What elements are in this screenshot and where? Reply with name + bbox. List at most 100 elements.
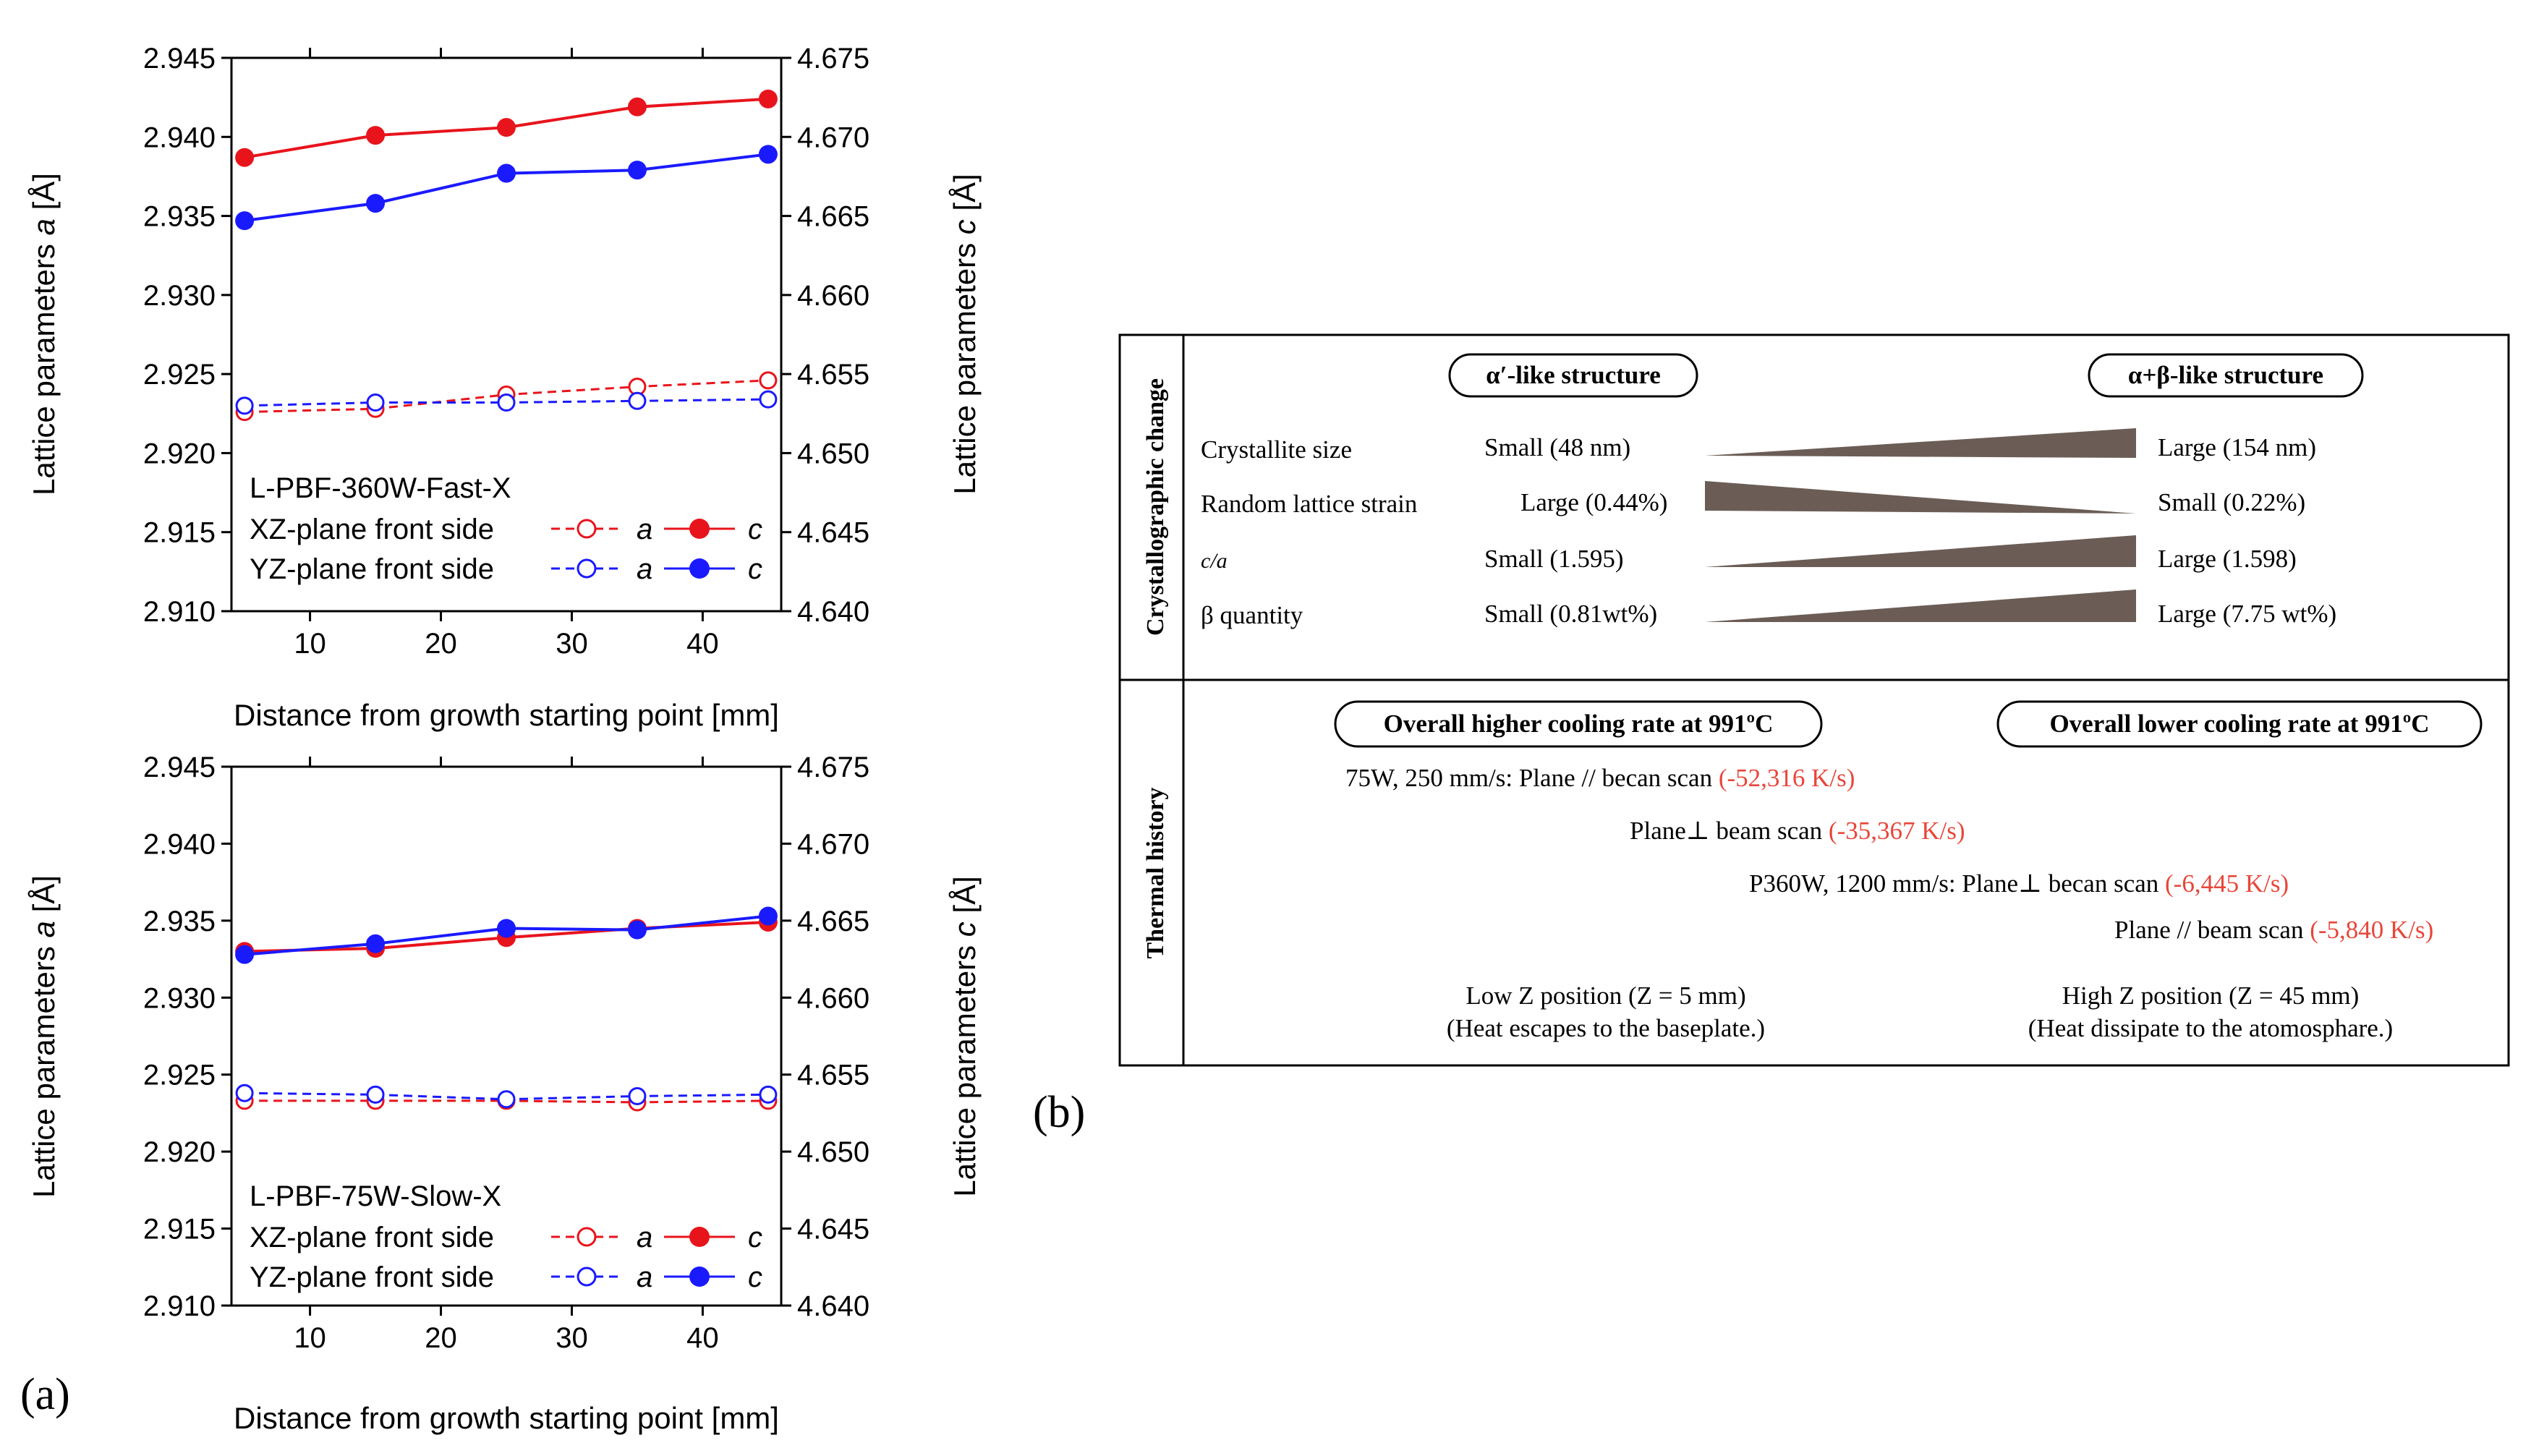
y-tick-label-right: 4.645 [797,1214,869,1246]
data-point-open [759,371,778,390]
thermal-line: Plane // beam scan (-5,840 K/s) [2114,916,2433,944]
legend: XZ-plane front side YZ-plane front side … [250,1222,762,1293]
y-tick-label-left: 2.915 [143,517,216,549]
data-point-open [366,393,385,412]
row-left-value: Large (0.44%) [1520,488,1667,516]
data-point-filled [497,919,516,938]
row-right-value: Small (0.22%) [2158,488,2305,516]
z-position-right-note: (Heat dissipate to the atomosphare.) [2028,1014,2393,1042]
panel-label-b: (b) [1033,1088,1085,1137]
x-tick-label: 30 [556,1322,588,1354]
header-pill-right [2088,353,2364,398]
z-position-right-title: High Z position (Z = 45 mm) [2062,982,2360,1010]
thermal-header-right: Overall lower cooling rate at 991ºC [2049,710,2429,738]
legend-row-label: YZ-plane front side [250,1261,494,1293]
y-axis-label-left: Lattice parameters a [Å] [27,875,61,1198]
data-point-open [497,1090,516,1109]
y-tick-label-left: 2.930 [143,982,216,1014]
legend-marker-a [577,519,597,539]
y-tick-label-left: 2.925 [143,359,216,391]
data-point-filled [497,118,516,137]
trend-wedge-increasing [1705,428,2136,458]
y-tick-label-left: 2.920 [143,1136,216,1168]
data-point-filled [366,934,386,953]
thermal-pill-right [1996,700,2483,748]
section-label-thermal: Thermal history [1142,787,1169,958]
x-tick-label: 40 [686,628,719,660]
y-axis-label-left: Lattice parameters a [Å] [27,173,61,495]
y-tick-label-right: 4.645 [797,517,869,549]
x-tick-label: 30 [556,628,588,660]
data-point-filled [758,906,778,926]
row-label: Crystallite size [1201,435,1352,464]
data-point-open [759,390,778,409]
row-label: c/a [1201,549,1228,573]
data-point-filled [758,145,778,164]
data-point-filled [497,163,516,183]
y-tick-label-left: 2.920 [143,438,216,469]
legend-marker-a [577,558,597,579]
y-tick-label-right: 4.670 [797,828,869,860]
plot-frame [230,765,783,1307]
y-tick-label-right: 4.675 [797,752,869,783]
legend-c-label: c [748,514,762,545]
chart-top: 2.910 4.640 2.915 4.645 2.920 4.650 2.925 4.655… [27,43,982,732]
trend-wedge-increasing [1705,535,2136,567]
legend-row-label: XZ-plane front side [250,514,494,545]
y-tick-label-right: 4.660 [797,982,869,1014]
thermal-line: 75W, 250 mm/s: Plane // becan scan (-52,… [1345,764,1855,792]
y-tick-label-left: 2.935 [143,201,216,233]
legend-row-label: YZ-plane front side [250,553,494,585]
legend-c-label: c [748,1261,762,1293]
x-tick-label: 20 [425,1322,457,1354]
x-tick-label: 10 [294,628,326,660]
thermal-line: Plane⊥ beam scan (-35,367 K/s) [1630,817,1965,845]
summary-table: Crystallographic change Thermal history … [1118,333,2510,1067]
y-tick-label-left: 2.925 [143,1060,216,1091]
data-point-open [628,1087,647,1106]
data-point-filled [235,945,255,964]
legend-marker-c [689,519,710,539]
row-label: β quantity [1201,601,1303,629]
legend-marker-a [577,1266,597,1287]
chart-bottom: 2.910 4.640 2.915 4.645 2.920 4.650 2.925 4.655… [27,752,982,1435]
data-point-filled [627,161,647,180]
legend-marker-c [689,1266,710,1287]
y-tick-label-right: 4.655 [797,359,869,391]
plot-frame [230,56,783,613]
legend-c-label: c [748,553,762,585]
x-tick-label: 10 [294,1322,326,1354]
y-tick-label-left: 2.915 [143,1214,216,1246]
data-point-open [235,1084,254,1102]
header-right-text: α+β-like structure [2128,361,2323,389]
data-point-filled [627,920,647,940]
x-tick-label: 20 [425,628,457,660]
x-axis-label: Distance from growth starting point [mm] [234,1401,779,1435]
row-left-value: Small (1.595) [1484,545,1623,573]
x-axis-label: Distance from growth starting point [mm] [234,698,779,732]
data-point-open [759,1085,778,1104]
row-left-value: Small (48 nm) [1484,433,1630,461]
y-tick-label-left: 2.940 [143,122,216,153]
table-frame [1118,333,2510,1067]
chart-title: L-PBF-360W-Fast-X [250,472,511,504]
data-point-open [628,391,647,410]
legend-row-label: XZ-plane front side [250,1222,494,1253]
y-tick-label-left: 2.945 [143,752,216,783]
section-label-crystallographic: Crystallographic change [1142,378,1169,636]
legend-a-label: a [637,553,652,585]
y-tick-label-left: 2.930 [143,280,216,312]
trend-wedge-increasing [1705,589,2136,622]
data-point-open [497,393,516,412]
y-tick-label-left: 2.945 [143,43,216,74]
y-axis-label-right: Lattice parameters c [Å] [948,876,982,1197]
y-tick-label-left: 2.935 [143,906,216,937]
row-label: Random lattice strain [1201,490,1417,518]
y-tick-label-right: 4.650 [797,1136,869,1168]
data-point-open [235,396,254,415]
z-position-left-note: (Heat escapes to the baseplate.) [1447,1014,1765,1042]
z-position-left-title: Low Z position (Z = 5 mm) [1466,982,1745,1010]
legend-a-label: a [637,514,652,545]
y-tick-label-right: 4.670 [797,122,869,153]
